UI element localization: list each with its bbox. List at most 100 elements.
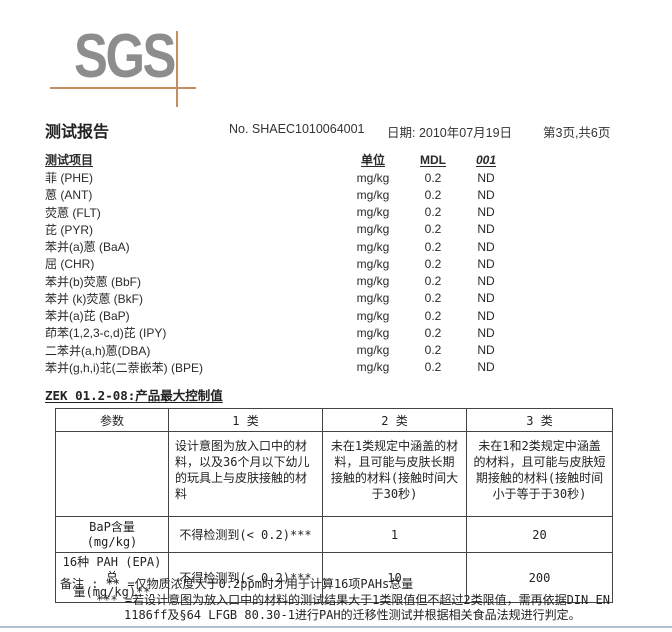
remark-line-3: 1186ff及§64 LFGB 80.30-1进行PAH的迁移性测试并根据相关食… (124, 608, 581, 622)
test-item-result: ND (477, 256, 495, 271)
remark-line-2: *** =若设计意图为放入口中的材料的测试结果大于1类限值但不超过2类限值，需再… (96, 592, 610, 607)
report-date: 日期: 2010年07月19日 (387, 126, 513, 140)
test-item-name: 屈 (CHR) (45, 257, 95, 272)
zek-header-param: 参数 (55, 408, 169, 432)
zek-pah-limit-class2: 10 (322, 552, 467, 603)
test-item-mdl: 0.2 (424, 205, 442, 220)
table-row: 二苯并(a,h)蒽(DBA) mg/kg 0.2 ND (45, 342, 545, 359)
test-item-result: ND (477, 187, 495, 202)
table-row: 屈 (CHR) mg/kg 0.2 ND (45, 255, 545, 272)
results-header-row: 测试项目 单位 MDL 001 (45, 150, 545, 169)
test-item-result: ND (477, 205, 495, 220)
zek-section-title: ZEK 01.2-08:产品最大控制值 (45, 388, 223, 403)
table-row: 苯并(a)蒽 (BaA) mg/kg 0.2 ND (45, 238, 545, 255)
test-item-mdl: 0.2 (424, 291, 442, 306)
test-item-name: 茚苯(1,2,3-c,d)芘 (IPY) (45, 326, 167, 341)
zek-pah-limit-class3: 200 (466, 552, 613, 603)
test-item-unit: mg/kg (356, 274, 390, 289)
zek-header-class3: 3 类 (466, 408, 613, 432)
test-item-mdl: 0.2 (424, 222, 442, 237)
column-header-mdl: MDL (420, 152, 446, 167)
zek-param-bap: BaP含量 (mg/kg) (55, 516, 169, 553)
column-header-test-item: 测试项目 (45, 153, 94, 167)
test-item-name: 苯并(g,h,i)苝(二萘嵌苯) (BPE) (45, 360, 204, 375)
test-item-unit: mg/kg (356, 239, 390, 254)
zek-pah-limit-class1: 不得检测到(< 0.2)*** (168, 552, 323, 603)
test-item-result: ND (477, 170, 495, 185)
zek-category-description-row: 设计意图为放入口中的材料，以及36个月以下幼儿的玩具上与皮肤接触的材料 未在1类… (55, 431, 613, 517)
test-item-mdl: 0.2 (424, 274, 442, 289)
table-row: 苯并 (k)荧蒽 (BkF) mg/kg 0.2 ND (45, 290, 545, 307)
test-item-unit: mg/kg (356, 360, 390, 375)
test-item-name: 苯并(a)蒽 (BaA) (45, 240, 130, 255)
logo-vertical-accent-line (176, 31, 178, 107)
sgs-logo-text: SGS (74, 22, 176, 91)
zek-header-class1: 1 类 (168, 408, 323, 432)
test-item-result: ND (477, 360, 495, 375)
test-item-unit: mg/kg (356, 343, 390, 358)
zek-row-bap: BaP含量 (mg/kg) 不得检测到(< 0.2)*** 1 20 (55, 516, 613, 553)
test-item-name: 苯并(a)芘 (BaP) (45, 309, 130, 324)
test-item-result: ND (477, 325, 495, 340)
test-item-name: 苯并 (k)荧蒽 (BkF) (45, 291, 143, 306)
footer-divider-line (0, 626, 672, 628)
test-item-result: ND (477, 343, 495, 358)
test-item-name: 蒽 (ANT) (45, 188, 93, 203)
zek-desc-class2: 未在1类规定中涵盖的材料，且可能与皮肤长期接触的材料(接触时间大于30秒) (322, 431, 467, 517)
test-item-result: ND (477, 291, 495, 306)
remark-line-1: 备注 : ** =仅物质浓度大于0.2ppm时才用于计算16项PAHs总量 (60, 577, 414, 591)
zek-header-row: 参数 1 类 2 类 3 类 (55, 408, 613, 432)
test-item-unit: mg/kg (356, 170, 390, 185)
test-item-unit: mg/kg (356, 325, 390, 340)
zek-param-bap-line1: BaP含量 (89, 519, 135, 534)
table-row: 芘 (PYR) mg/kg 0.2 ND (45, 221, 545, 238)
test-item-unit: mg/kg (356, 256, 390, 271)
remarks-block: 备注 : ** =仅物质浓度大于0.2ppm时才用于计算16项PAHs总量 **… (60, 577, 610, 624)
test-item-result: ND (477, 222, 495, 237)
report-number: No. SHAEC1010064001 (229, 122, 365, 136)
test-item-result: ND (477, 308, 495, 323)
test-item-mdl: 0.2 (424, 343, 442, 358)
sgs-logo: SGS (74, 26, 204, 90)
zek-header-class2: 2 类 (322, 408, 467, 432)
test-item-mdl: 0.2 (424, 256, 442, 271)
table-row: 苯并(b)荧蒽 (BbF) mg/kg 0.2 ND (45, 273, 545, 290)
test-item-unit: mg/kg (356, 222, 390, 237)
test-item-mdl: 0.2 (424, 239, 442, 254)
test-item-name: 菲 (PHE) (45, 171, 94, 186)
test-item-mdl: 0.2 (424, 360, 442, 375)
test-item-unit: mg/kg (356, 187, 390, 202)
table-row: 苯并(a)芘 (BaP) mg/kg 0.2 ND (45, 307, 545, 324)
zek-desc-class1: 设计意图为放入口中的材料，以及36个月以下幼儿的玩具上与皮肤接触的材料 (168, 431, 323, 517)
zek-bap-limit-class1: 不得检测到(< 0.2)*** (168, 516, 323, 553)
zek-desc-class3: 未在1和2类规定中涵盖的材料，且可能与皮肤短期接触的材料(接触时间小于等于于30… (466, 431, 613, 517)
test-item-mdl: 0.2 (424, 325, 442, 340)
logo-horizontal-accent-line (50, 87, 196, 89)
zek-param-pah-sum: 16种 PAH (EPA)总 量(mg/kg)** (55, 552, 169, 603)
test-item-name: 荧蒽 (FLT) (45, 205, 101, 220)
zek-param-pah-line1: 16种 PAH (EPA)总 (62, 555, 162, 584)
test-item-unit: mg/kg (356, 291, 390, 306)
zek-bap-limit-class3: 20 (466, 516, 613, 553)
test-item-mdl: 0.2 (424, 170, 442, 185)
table-row: 蒽 (ANT) mg/kg 0.2 ND (45, 186, 545, 203)
page-title: 测试报告 (45, 124, 110, 141)
test-item-result: ND (477, 274, 495, 289)
zek-desc-empty (55, 431, 169, 517)
test-item-mdl: 0.2 (424, 187, 442, 202)
test-results-list: 测试项目 单位 MDL 001 菲 (PHE) mg/kg 0.2 ND 蒽 (… (45, 150, 545, 376)
column-header-sample-001: 001 (475, 152, 497, 167)
test-item-name: 二苯并(a,h)蒽(DBA) (45, 343, 151, 358)
zek-bap-limit-class2: 1 (322, 516, 467, 553)
zek-param-pah-line2: 量(mg/kg)** (73, 585, 151, 599)
table-row: 茚苯(1,2,3-c,d)芘 (IPY) mg/kg 0.2 ND (45, 324, 545, 341)
zek-limits-table: 参数 1 类 2 类 3 类 设计意图为放入口中的材料，以及36个月以下幼儿的玩… (55, 408, 613, 603)
test-item-unit: mg/kg (356, 205, 390, 220)
zek-param-bap-line2: (mg/kg) (86, 534, 138, 549)
zek-row-pah-sum: 16种 PAH (EPA)总 量(mg/kg)** 不得检测到(< 0.2)**… (55, 552, 613, 603)
column-header-unit: 单位 (360, 153, 385, 167)
test-item-unit: mg/kg (356, 308, 390, 323)
page-number-info: 第3页,共6页 (543, 126, 611, 140)
table-row: 菲 (PHE) mg/kg 0.2 ND (45, 169, 545, 186)
